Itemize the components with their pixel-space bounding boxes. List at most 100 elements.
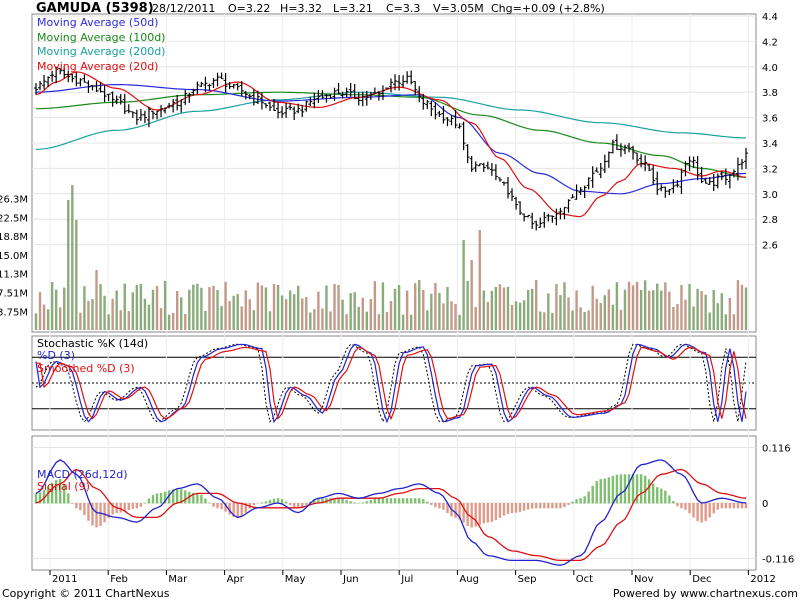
volume-bar — [240, 306, 243, 330]
macd-histogram-bar — [482, 503, 485, 524]
volume-bar — [184, 314, 187, 330]
month-label: Nov — [634, 574, 654, 585]
volume-bar — [143, 298, 147, 330]
macd-histogram-bar — [603, 478, 607, 504]
volume-bar — [563, 282, 566, 330]
volume-bar — [256, 282, 260, 330]
volume-bar — [696, 288, 699, 330]
price-tick-label: 4.0 — [762, 63, 778, 74]
volume-bar — [63, 287, 66, 330]
volume-bar — [151, 289, 155, 330]
volume-bar — [607, 289, 611, 330]
macd-histogram-bar — [587, 491, 590, 504]
volume-bar — [478, 230, 481, 330]
macd-histogram-bar — [454, 503, 457, 518]
volume-bar — [292, 294, 296, 330]
volume-bar — [244, 290, 247, 330]
volume-bar — [83, 286, 86, 330]
volume-bar — [656, 283, 659, 330]
macd-histogram-bar — [647, 479, 651, 504]
volume-tick-label: 11.3M — [0, 270, 28, 281]
macd-histogram-bar — [220, 503, 223, 510]
volume-bar — [115, 290, 118, 330]
macd-histogram-bar — [357, 503, 360, 504]
volume-bar — [220, 306, 223, 330]
macd-histogram-bar — [228, 503, 231, 515]
volume-bar — [643, 280, 647, 330]
month-label: Dec — [692, 574, 711, 585]
volume-bar — [539, 311, 542, 330]
volume-bar — [317, 291, 320, 330]
month-label: Jul — [400, 574, 413, 585]
macd-histogram-bar — [591, 485, 594, 504]
macd-histogram-bar — [643, 475, 647, 504]
macd-histogram-bar — [365, 501, 368, 504]
volume-bar — [470, 260, 473, 330]
volume-bar — [575, 290, 578, 330]
macd-histogram-bar — [575, 499, 578, 504]
macd-tick-label: 0 — [762, 499, 768, 510]
macd-histogram-bar — [526, 503, 530, 510]
legend-signal: Signal (9) — [37, 480, 90, 493]
macd-histogram-bar — [272, 498, 276, 504]
volume-bar — [119, 310, 122, 330]
volume-bar — [639, 290, 643, 330]
macd-histogram-bar — [155, 493, 159, 504]
volume-bar — [159, 308, 163, 330]
volume-bar — [664, 282, 667, 330]
volume-bar — [462, 240, 465, 330]
month-label: 2012 — [750, 574, 775, 585]
volume-bar — [155, 285, 159, 330]
macd-histogram-bar — [704, 503, 707, 522]
volume-bar — [510, 304, 514, 330]
macd-histogram-bar — [79, 503, 82, 511]
macd-histogram-bar — [414, 498, 417, 504]
volume-bar — [522, 300, 526, 330]
volume-bar — [619, 309, 623, 330]
volume-bar — [732, 314, 736, 330]
macd-histogram-bar — [736, 503, 740, 509]
macd-histogram-bar — [139, 503, 143, 507]
macd-histogram-bar — [264, 501, 268, 504]
macd-histogram-bar — [660, 488, 663, 504]
macd-histogram-bar — [559, 503, 562, 509]
macd-histogram-bar — [692, 503, 695, 518]
volume-bar — [716, 303, 719, 330]
macd-histogram-bar — [619, 474, 623, 504]
quote-low: L=3.21 — [333, 2, 373, 15]
volume-bar — [38, 292, 42, 330]
volume-bar — [333, 283, 336, 330]
volume-bar — [357, 306, 360, 330]
macd-histogram-bar — [442, 503, 445, 510]
volume-bar — [571, 310, 574, 330]
volume-bar — [635, 281, 639, 330]
price-legend: Moving Average (50d) Moving Average (100… — [37, 16, 165, 73]
macd-histogram-bar — [543, 503, 546, 509]
volume-bar — [54, 289, 58, 330]
volume-bar — [329, 311, 332, 330]
macd-histogram-bar — [276, 498, 280, 504]
volume-bar — [688, 284, 691, 330]
volume-bar — [728, 297, 732, 330]
macd-histogram-bar — [71, 503, 74, 504]
macd-histogram-bar — [252, 503, 256, 505]
macd-histogram-bar — [438, 503, 441, 509]
volume-bar — [341, 299, 344, 330]
macd-histogram-bar — [744, 503, 748, 509]
volume-bar — [171, 312, 175, 330]
macd-histogram-bar — [34, 493, 38, 504]
macd-histogram-bar — [627, 474, 631, 504]
volume-bar — [458, 314, 461, 330]
macd-histogram-bar — [446, 503, 449, 514]
macd-histogram-bar — [615, 474, 619, 504]
volume-bar — [708, 312, 711, 330]
volume-bar — [631, 285, 635, 330]
macd-histogram-bar — [123, 503, 126, 512]
macd-histogram-bar — [462, 503, 465, 523]
macd-histogram-bar — [175, 488, 179, 504]
volume-bar — [95, 270, 98, 330]
volume-tick-label: 22.5M — [0, 214, 28, 225]
macd-histogram-bar — [95, 503, 98, 528]
volume-bar — [603, 295, 607, 330]
macd-histogram-bar — [284, 501, 288, 504]
